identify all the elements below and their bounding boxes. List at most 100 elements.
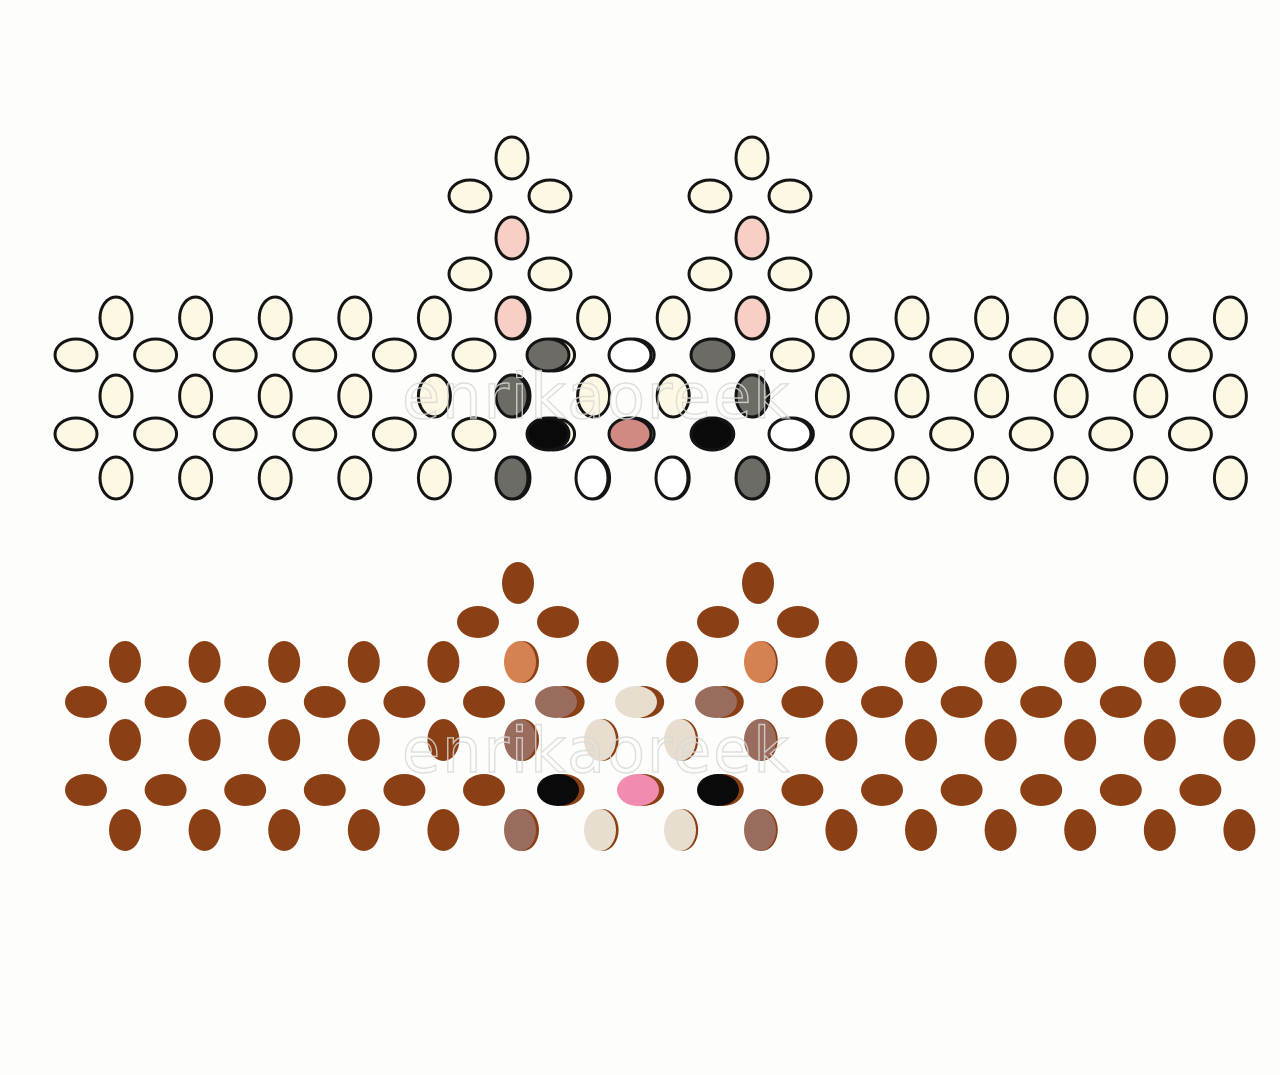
ear-bead [494,295,530,341]
bead [188,641,221,683]
bead [1020,774,1063,806]
face-bead [574,455,610,501]
bead [894,295,930,341]
face-bead [584,809,616,851]
face-bead [607,337,653,373]
bead [224,774,267,806]
bead [1223,719,1256,761]
bead [1088,416,1134,452]
bead [1143,641,1176,683]
bead [849,416,895,452]
bead [984,809,1017,851]
bead [133,416,179,452]
bead [781,774,824,806]
bead [65,686,107,718]
bead [371,337,417,373]
bead [576,373,612,419]
bead [109,809,141,851]
ear-bead [447,256,493,292]
bead [984,641,1017,683]
bead [655,373,691,419]
face-bead [664,809,696,851]
bead [586,641,619,683]
bead [1133,455,1169,501]
bead [451,416,497,452]
bead [427,719,460,761]
ear-bead [734,215,770,261]
bead [463,774,505,806]
bead [188,719,221,761]
bead [1133,373,1169,419]
bead [178,373,214,419]
face-bead [664,719,696,761]
bead [974,455,1010,501]
ear-bead [457,606,499,638]
eye-bead [537,774,579,806]
bead [178,455,214,501]
bead [1179,774,1222,806]
bead [1064,641,1097,683]
ear-bead [687,256,733,292]
bead [929,416,975,452]
ear-bead [734,295,770,341]
bead [347,719,380,761]
watermark-bottom: enrikaoreek [402,714,791,787]
bead [53,416,99,452]
ear-bead [734,135,770,181]
face-bead [535,686,577,718]
bead [1008,337,1054,373]
bead [1212,295,1248,341]
outlined-band [53,135,1248,501]
bead [1064,719,1097,761]
bead [1053,373,1089,419]
bead [861,686,903,718]
bead [1053,295,1089,341]
bead [814,373,850,419]
bead [905,809,937,851]
ear-bead [742,562,774,604]
bead [212,337,258,373]
bead [98,295,134,341]
bead [212,416,258,452]
ear-bead [744,641,776,683]
bead [292,337,338,373]
bead [1008,416,1054,452]
bead [133,337,179,373]
ear-bead [504,641,536,683]
watermark-top: enrikaoreek [402,360,791,433]
bead [268,809,301,851]
bead [861,774,903,806]
bead [814,295,850,341]
eye-bead [525,416,571,452]
bead [1133,295,1169,341]
bead [940,686,983,718]
bead [257,373,293,419]
bead [825,641,858,683]
bead [98,455,134,501]
bead [769,337,815,373]
bead [347,809,380,851]
bead [940,774,983,806]
bead [1223,641,1256,683]
bead [383,686,426,718]
solid-band [65,562,1256,851]
ear-bead [494,215,530,261]
bead [371,416,417,452]
face-bead [494,455,530,501]
bead [144,774,187,806]
bead [894,455,930,501]
bead [144,686,187,718]
face-bead [494,373,530,419]
bead [416,373,452,419]
bead [666,641,699,683]
face-bead [654,455,690,501]
bead [427,641,460,683]
bead [1212,373,1248,419]
bead [1212,455,1248,501]
bead [781,686,824,718]
bead [268,641,301,683]
ear-bead [697,606,739,638]
bead [929,337,975,373]
bead [53,337,99,373]
bead [1088,337,1134,373]
